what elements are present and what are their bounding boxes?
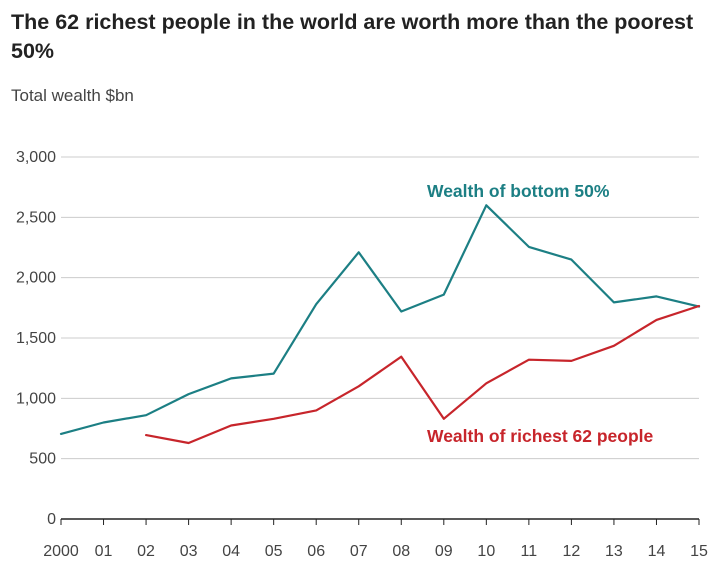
- x-tick-label: 2000: [43, 543, 79, 560]
- bottom-50-series-label: Wealth of bottom 50%: [427, 181, 610, 201]
- series-lines: [59, 204, 701, 445]
- x-axis: 2000 01 02 03 04 05 06 07 08 09 10 11 12 13 14 15: [43, 518, 708, 560]
- x-tick-label: 13: [605, 543, 623, 560]
- y-axis-ticks: 0 500 1,000 1,500 2,000 2,500 3,000: [16, 149, 56, 528]
- x-tick-label: 10: [477, 543, 495, 560]
- richest-62-line: [145, 304, 701, 445]
- y-tick-label: 0: [47, 511, 56, 528]
- y-tick-label: 1,000: [16, 390, 56, 407]
- x-tick-label: 06: [307, 543, 325, 560]
- richest-62-series-label: Wealth of richest 62 people: [427, 426, 654, 446]
- x-tick-label: 01: [95, 543, 113, 560]
- bottom-50-line: [59, 204, 701, 435]
- x-tick-label: 12: [563, 543, 581, 560]
- x-tick-label: 09: [435, 543, 453, 560]
- x-tick-label: 08: [392, 543, 410, 560]
- x-tick-label: 02: [137, 543, 155, 560]
- y-tick-label: 1,500: [16, 330, 56, 347]
- x-tick-label: 04: [222, 543, 240, 560]
- x-tick-label: 05: [265, 543, 283, 560]
- x-tick-label: 03: [180, 543, 198, 560]
- gridlines: [61, 156, 699, 460]
- x-tick-label: 14: [648, 543, 666, 560]
- y-tick-label: 2,000: [16, 270, 56, 287]
- y-axis-unit-label: Total wealth $bn: [11, 86, 134, 105]
- x-tick-label: 07: [350, 543, 368, 560]
- x-tick-label: 11: [521, 543, 538, 560]
- y-tick-label: 500: [29, 451, 56, 468]
- y-tick-label: 2,500: [16, 209, 56, 226]
- y-tick-label: 3,000: [16, 149, 56, 166]
- series-labels: Wealth of bottom 50% Wealth of richest 62…: [427, 181, 654, 446]
- x-tick-label: 15: [690, 543, 708, 560]
- chart-title: The 62 richest people in the world are w…: [11, 10, 694, 63]
